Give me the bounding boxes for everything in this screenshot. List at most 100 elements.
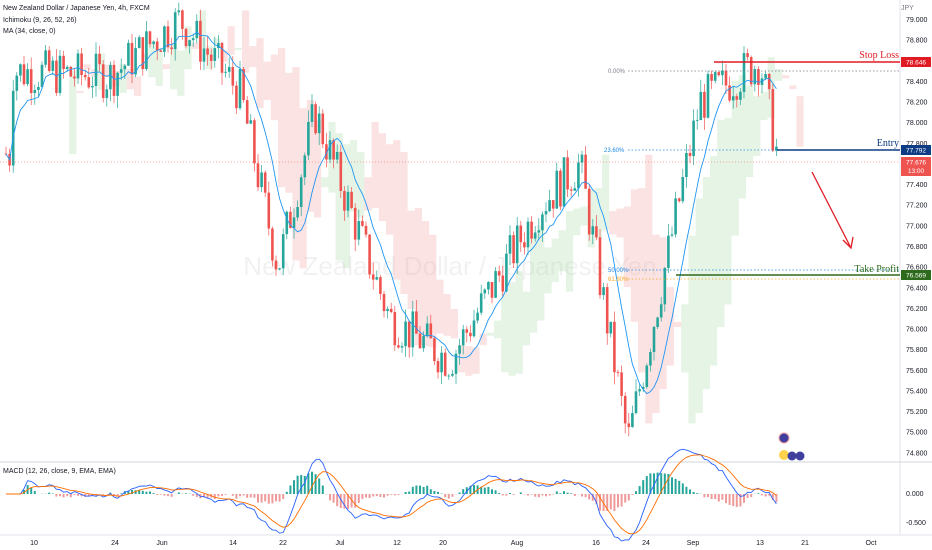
macd-histogram-bar [415, 485, 418, 494]
candle-body [364, 225, 368, 235]
cloud-segment [695, 198, 703, 414]
price-tick: 75.000 [906, 430, 928, 437]
macd-histogram-bar [566, 492, 569, 494]
macd-histogram-bar [260, 494, 263, 503]
macd-histogram-bar [638, 486, 641, 494]
macd-histogram-bar [314, 474, 317, 494]
macd-pane [6, 448, 778, 542]
price-tick: 76.800 [906, 244, 928, 251]
candle-body [238, 68, 242, 109]
cloud-segment [407, 210, 415, 309]
macd-histogram-bar [84, 494, 87, 497]
candle-body [717, 72, 721, 76]
macd-histogram-bar [501, 494, 504, 496]
macd-histogram-bar [372, 494, 375, 497]
macd-histogram-bar [282, 494, 285, 500]
cloud-segment [249, 46, 257, 68]
macd-histogram-bar [573, 494, 576, 497]
macd-histogram-bar [321, 485, 324, 494]
candle-body [155, 41, 159, 51]
price-tick: 76.600 [906, 265, 928, 272]
candle-body [616, 372, 620, 373]
candle-body [670, 234, 674, 236]
candle-body [652, 326, 656, 353]
candle-body [451, 373, 454, 376]
cloud-segment [494, 320, 502, 339]
macd-histogram-bar [642, 480, 645, 494]
event-icon[interactable] [787, 451, 797, 461]
candle-body [44, 50, 47, 65]
entry-price-tag [901, 145, 931, 155]
macd-histogram-bar [627, 494, 630, 501]
candle-body [407, 321, 411, 348]
event-icon[interactable] [795, 451, 805, 461]
macd-histogram-bar [635, 491, 637, 494]
moving-average-line [5, 31, 777, 395]
candle-body [69, 66, 73, 77]
cloud-segment [674, 321, 682, 327]
cloud-segment [710, 156, 718, 366]
cloud-segment [465, 346, 473, 376]
cloud-segment [234, 48, 242, 51]
macd-histogram-bar [725, 494, 727, 504]
candle-body [641, 386, 645, 390]
cloud-segment [393, 140, 401, 280]
price-tick: 75.200 [906, 409, 928, 416]
candle-body [663, 268, 667, 305]
macd-histogram-bar [768, 494, 771, 496]
candle-body [181, 10, 184, 29]
cloud-segment [242, 10, 250, 73]
candle-body [659, 304, 663, 318]
candle-body [231, 67, 235, 86]
macd-histogram-bar [149, 491, 151, 494]
cloud-segment [782, 75, 790, 79]
candle-body [526, 221, 530, 248]
candle-body [87, 77, 91, 88]
candle-body [609, 321, 613, 334]
cloud-segment [306, 100, 314, 212]
cloud-segment [580, 206, 588, 226]
macd-histogram-bar [379, 494, 382, 497]
macd-histogram-bar [62, 494, 65, 498]
candle-body [461, 329, 465, 346]
candle-body [515, 225, 519, 264]
candle-body [731, 96, 735, 101]
cloud-segment [522, 291, 530, 346]
time-tick: 14 [229, 540, 237, 547]
macd-histogram-bar [548, 494, 551, 496]
earnings-icon[interactable] [779, 450, 789, 460]
price-tick: 75.600 [906, 368, 928, 375]
macd-histogram-bar [703, 494, 706, 498]
macd-histogram-bar [645, 476, 648, 494]
candle-body [292, 217, 296, 229]
macd-histogram-bar [408, 491, 411, 494]
macd-histogram-bar [483, 487, 486, 494]
price-tick: 77.400 [906, 182, 928, 189]
candle-body [508, 235, 512, 254]
candle-body [476, 312, 479, 321]
macd-histogram-bar [541, 494, 544, 496]
macd-histogram-bar [145, 491, 148, 494]
bar-countdown: 13:00 [908, 168, 925, 175]
macd-histogram-bar [87, 494, 90, 497]
cloud-segment [83, 64, 91, 70]
macd-histogram-bar [329, 494, 331, 501]
macd-histogram-bar [620, 494, 623, 507]
candle-body [656, 317, 659, 327]
candle-body [148, 31, 152, 45]
macd-histogram-bar [653, 473, 655, 494]
candle-body [213, 48, 217, 61]
macd-histogram-bar [361, 494, 364, 500]
macd-histogram-bar [757, 493, 760, 494]
macd-histogram-bar [487, 486, 490, 494]
macd-histogram-bar [66, 494, 69, 497]
event-icon[interactable] [778, 432, 790, 444]
macd-histogram-bar [663, 473, 666, 494]
candle-body [541, 214, 544, 231]
cloud-segment [184, 26, 192, 70]
macd-histogram-bar [555, 491, 558, 494]
macd-histogram-bar [69, 494, 72, 498]
candle-body [353, 207, 357, 240]
macd-histogram-bar [746, 494, 749, 499]
